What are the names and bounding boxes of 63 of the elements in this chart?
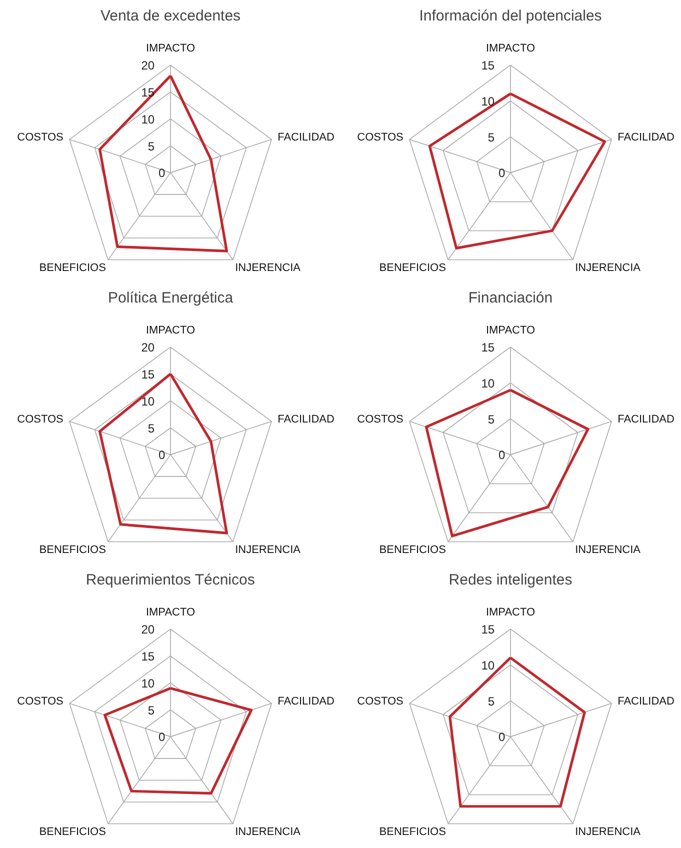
y-tick-label: 10 [481,94,495,108]
spoke-label: FACILIDAD [278,131,335,144]
spoke-label: BENEFICIOS [39,826,106,838]
spoke-label: INJERENCIA [575,544,642,556]
chart-title: Financiación [468,290,553,306]
y-tick-label: 20 [141,58,155,73]
y-tick-label: 15 [481,622,495,637]
y-tick-label: 10 [141,394,155,408]
y-tick-label: 10 [141,676,155,690]
y-tick-label: 5 [148,139,155,154]
spoke-label: INJERENCIA [575,826,642,838]
spoke-label: INJERENCIA [235,262,302,274]
y-tick-label: 5 [488,694,495,708]
y-tick-label: 5 [488,130,495,144]
y-tick-label: 0 [498,166,506,180]
spoke-label: FACILIDAD [278,413,335,426]
spoke-label: IMPACTO [146,42,196,54]
y-tick-label: 15 [141,85,155,100]
y-tick-label: 20 [141,340,155,355]
y-tick-label: 10 [141,112,155,126]
spoke-label: IMPACTO [486,606,536,618]
y-tick-label: 0 [498,448,506,462]
chart-title: Política Energética [108,290,234,306]
spoke-label: INJERENCIA [235,544,302,556]
y-tick-label: 0 [158,166,166,180]
spoke-label: BENEFICIOS [379,544,446,556]
spoke-label: FACILIDAD [618,131,675,144]
y-tick-label: 15 [481,340,495,355]
y-tick-label: 0 [498,730,506,744]
spoke-label: INJERENCIA [575,262,642,274]
spoke-label: BENEFICIOS [39,544,106,556]
spoke-label: IMPACTO [486,324,536,336]
y-tick-label: 10 [481,376,495,390]
y-tick-label: 15 [481,58,495,73]
spoke-label: IMPACTO [146,606,196,618]
y-tick-label: 5 [148,421,155,436]
y-tick-label: 15 [141,649,155,664]
spoke-label: IMPACTO [486,42,536,54]
y-tick-label: 5 [488,412,495,426]
spoke-label: IMPACTO [146,324,196,336]
spoke-label: BENEFICIOS [39,262,106,274]
spoke-label: FACILIDAD [278,695,335,708]
y-tick-label: 10 [481,658,495,672]
y-tick-label: 15 [141,367,155,382]
y-tick-label: 0 [158,448,166,462]
spoke-label: FACILIDAD [618,695,675,708]
chart-title: Información del potenciales [419,8,602,24]
spoke-label: COSTOS [17,695,64,708]
spoke-label: FACILIDAD [618,413,675,426]
y-tick-label: 5 [148,703,155,718]
spoke-label: BENEFICIOS [379,826,446,838]
spoke-label: COSTOS [17,131,64,144]
spoke-label: COSTOS [357,695,404,708]
chart-title: Redes inteligentes [448,572,572,588]
spoke-label: COSTOS [17,413,64,426]
spoke-label: COSTOS [357,131,404,144]
chart-title: Requerimientos Técnicos [86,572,255,588]
spoke-label: BENEFICIOS [379,262,446,274]
spoke-label: COSTOS [357,413,404,426]
y-tick-label: 0 [158,730,166,744]
chart-title: Venta de excedentes [100,8,241,24]
spoke-label: INJERENCIA [235,826,302,838]
y-tick-label: 20 [141,622,155,637]
